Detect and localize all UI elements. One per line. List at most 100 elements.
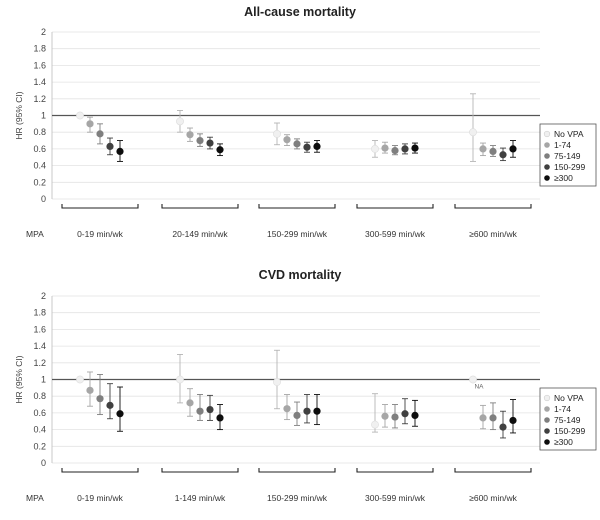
category-label: 300-599 min/wk xyxy=(365,229,426,239)
y-tick-label: 0.4 xyxy=(33,425,46,435)
y-tick-label: 0.2 xyxy=(33,441,46,451)
data-point xyxy=(283,136,291,144)
data-point xyxy=(106,401,114,409)
category-bracket xyxy=(61,204,139,209)
legend-label: ≥300 xyxy=(554,173,573,183)
category-label: 0-19 min/wk xyxy=(77,229,124,239)
y-tick-label: 0.6 xyxy=(33,408,46,418)
data-point xyxy=(96,395,104,403)
category-label: 150-299 min/wk xyxy=(267,229,328,239)
data-point xyxy=(479,145,487,153)
y-tick-label: 1.4 xyxy=(33,341,46,351)
data-point xyxy=(313,407,321,415)
legend-label: No VPA xyxy=(554,393,584,403)
data-point xyxy=(86,120,94,128)
data-point xyxy=(283,405,291,413)
data-point xyxy=(293,411,301,420)
chart-title-0: All-cause mortality xyxy=(244,5,356,19)
data-point xyxy=(196,407,204,415)
data-point xyxy=(411,144,419,152)
data-point xyxy=(313,142,321,150)
data-point xyxy=(273,129,281,138)
data-point xyxy=(499,423,507,431)
category-bracket xyxy=(356,204,434,209)
y-tick-label: 0.2 xyxy=(33,177,46,187)
category-bracket xyxy=(356,468,434,473)
category-label: 20-149 min/wk xyxy=(172,229,228,239)
category-label: ≥600 min/wk xyxy=(469,229,517,239)
legend-label: 150-299 xyxy=(554,162,585,172)
data-point xyxy=(371,144,379,153)
x-axis-label: MPA xyxy=(26,229,44,239)
data-point xyxy=(96,130,104,138)
y-tick-label: 0.6 xyxy=(33,144,46,154)
data-point xyxy=(391,146,399,155)
category-bracket xyxy=(161,468,239,473)
y-tick-label: 0.8 xyxy=(33,127,46,137)
y-tick-label: 2 xyxy=(41,291,46,301)
data-point xyxy=(489,414,497,422)
y-tick-label: 0.8 xyxy=(33,391,46,401)
legend-marker xyxy=(543,394,551,402)
y-tick-label: 0 xyxy=(41,194,46,204)
category-bracket xyxy=(258,468,336,473)
y-tick-label: 1.6 xyxy=(33,324,46,334)
data-point xyxy=(469,375,477,384)
data-point xyxy=(86,386,94,394)
data-point xyxy=(273,378,281,386)
annotation-label: NA xyxy=(474,384,484,391)
y-tick-label: 1 xyxy=(41,375,46,385)
data-point xyxy=(401,145,409,153)
data-point xyxy=(196,136,204,145)
data-point xyxy=(381,144,389,152)
y-tick-label: 1.2 xyxy=(33,94,46,104)
legend-marker xyxy=(544,406,550,412)
data-point xyxy=(216,414,224,422)
category-label: ≥600 min/wk xyxy=(469,493,517,503)
legend-marker xyxy=(544,164,550,170)
y-tick-label: 0 xyxy=(41,458,46,468)
y-tick-label: 1.8 xyxy=(33,44,46,54)
data-point xyxy=(186,399,194,407)
y-tick-label: 1.8 xyxy=(33,308,46,318)
category-bracket xyxy=(161,204,239,209)
data-point xyxy=(106,142,114,150)
y-tick-label: 1.2 xyxy=(33,358,46,368)
legend-label: 150-299 xyxy=(554,426,585,436)
legend-marker xyxy=(544,153,550,159)
y-tick-label: 2 xyxy=(41,27,46,37)
legend-label: 75-149 xyxy=(554,415,581,425)
legend-label: 75-149 xyxy=(554,151,581,161)
legend-label: ≥300 xyxy=(554,437,573,447)
legend-marker xyxy=(544,439,550,445)
data-point xyxy=(411,411,419,420)
data-point xyxy=(206,139,214,147)
category-bracket xyxy=(454,204,532,209)
category-bracket xyxy=(61,468,139,473)
legend-marker xyxy=(543,130,551,138)
data-point xyxy=(391,413,399,421)
data-point xyxy=(76,375,84,384)
data-point xyxy=(186,131,194,139)
y-tick-label: 0.4 xyxy=(33,161,46,171)
y-tick-label: 1.4 xyxy=(33,77,46,87)
data-point xyxy=(499,151,507,159)
data-point xyxy=(116,410,124,418)
category-label: 0-19 min/wk xyxy=(77,493,124,503)
data-point xyxy=(381,412,389,420)
data-point xyxy=(509,145,517,153)
category-bracket xyxy=(454,468,532,473)
data-point xyxy=(293,140,301,148)
legend-marker xyxy=(544,417,550,423)
y-axis-label: HR (95% CI) xyxy=(14,355,24,403)
data-point xyxy=(176,117,184,126)
category-bracket xyxy=(258,204,336,209)
legend-label: 1-74 xyxy=(554,140,571,150)
data-point xyxy=(206,405,214,414)
legend-label: No VPA xyxy=(554,129,584,139)
data-point xyxy=(489,147,497,156)
data-point xyxy=(509,416,517,425)
data-point xyxy=(176,375,184,384)
category-label: 1-149 min/wk xyxy=(175,493,226,503)
